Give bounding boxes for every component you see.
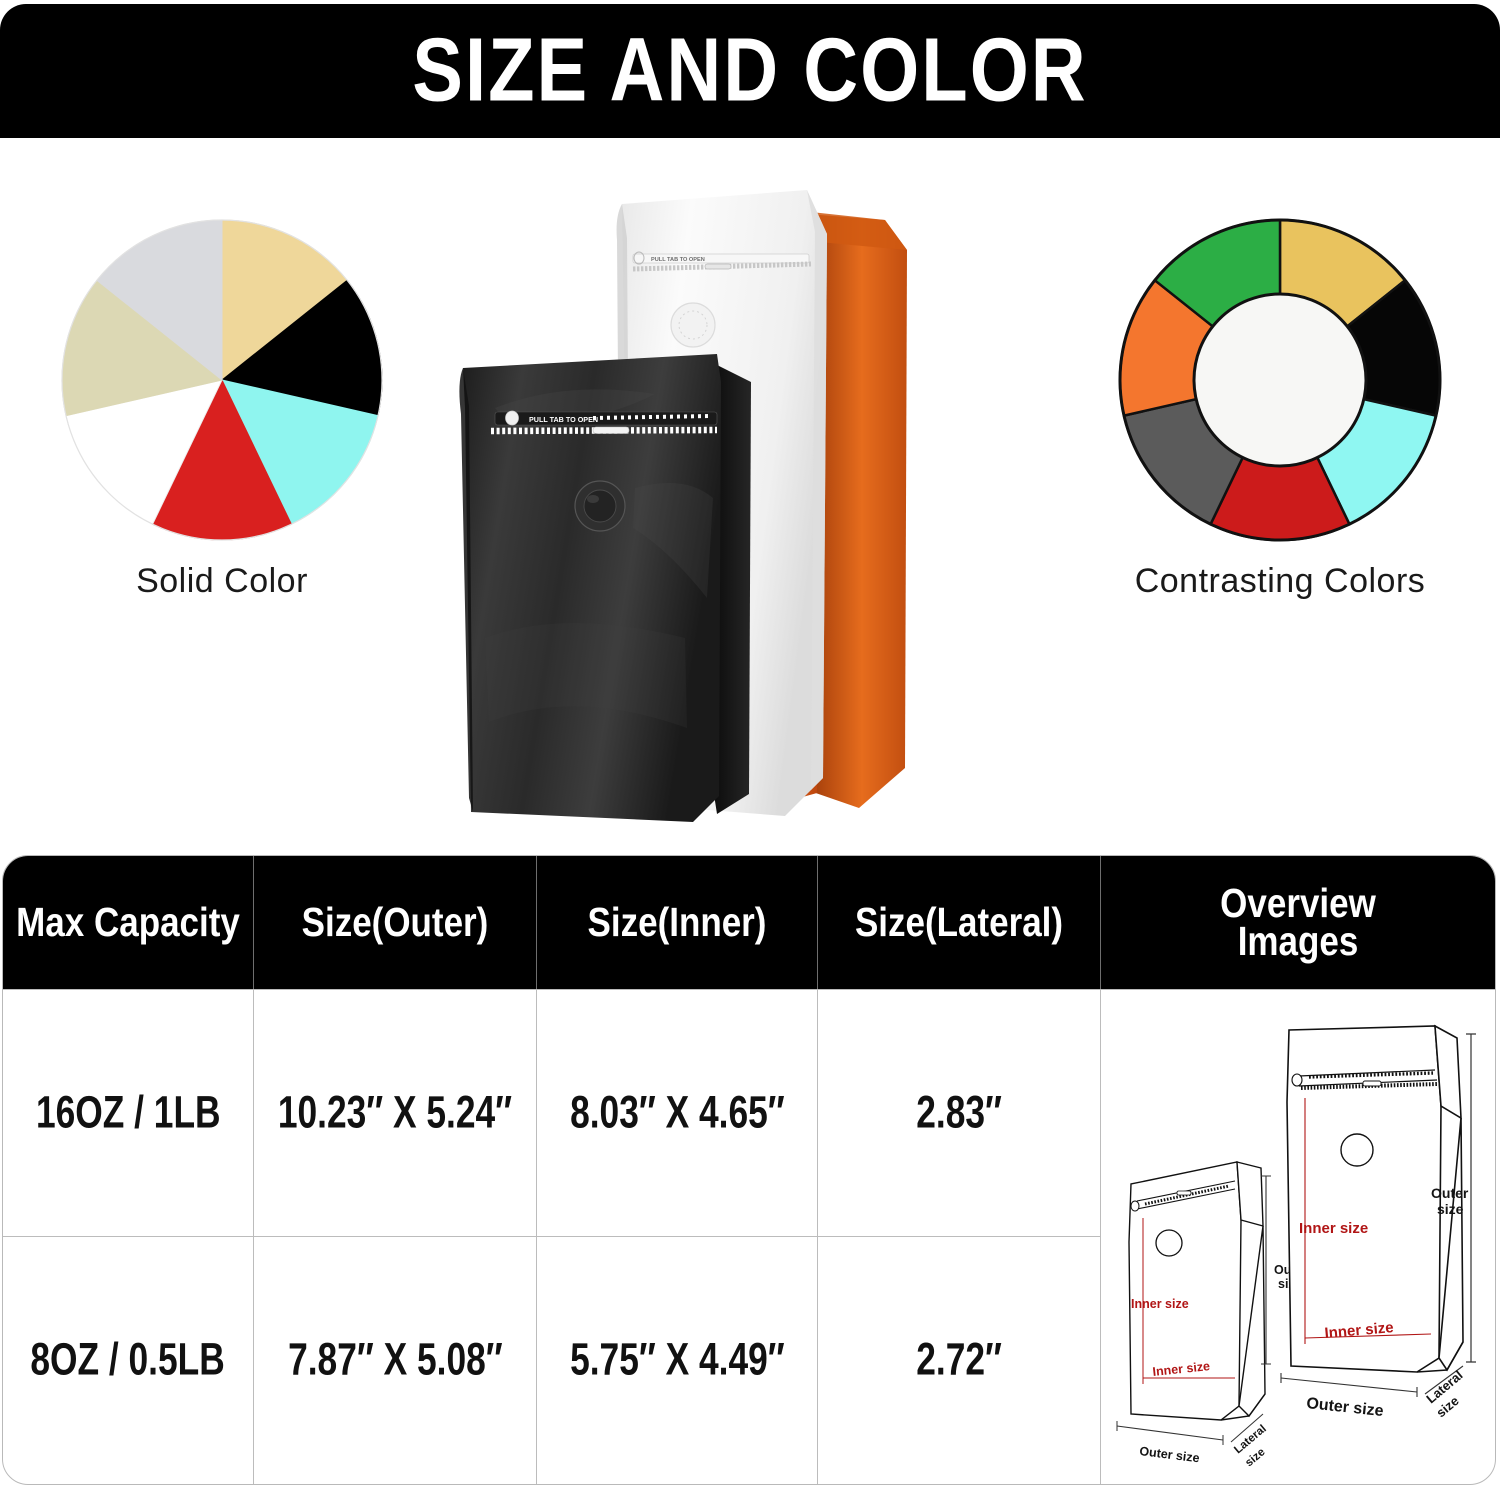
table-cell-size-lateral: 2.72″ (818, 1236, 1101, 1484)
spec-table: Max Capacity Size(Outer) Size(Inner) Siz… (2, 855, 1496, 1485)
table-cell-size-inner: 8.03″ X 4.65″ (537, 989, 818, 1236)
page-title: SIZE AND COLOR (412, 20, 1088, 121)
table-header-max-capacity: Max Capacity (3, 856, 254, 989)
pie-chart-icon (61, 219, 383, 541)
black-bag-tab-label: PULL TAB TO OPEN (529, 415, 598, 424)
donut-chart-icon (1118, 218, 1442, 542)
table-cell-size-inner: 5.75″ X 4.49″ (537, 1236, 818, 1484)
table-header-size-inner: Size(Inner) (537, 856, 818, 989)
large-bag-inner-size-horizontal-label: Inner size (1324, 1319, 1394, 1342)
contrasting-colors-block: Contrasting Colors (1080, 200, 1480, 601)
overview-images-cell: Inner size Inner size Outer size Outer s… (1101, 989, 1495, 1484)
large-bag-outer-size-vertical-label-line2: size (1437, 1201, 1464, 1217)
table-row: 16OZ / 1LB (3, 989, 254, 1236)
large-bag-inner-size-vertical-label: Inner size (1299, 1220, 1368, 1237)
large-bag-diagram (1280, 1024, 1476, 1397)
table-header-size-outer: Size(Outer) (254, 856, 537, 989)
small-bag-inner-size-vertical-label: Inner size (1131, 1297, 1189, 1311)
table-header-overview-images: Overview Images (1101, 856, 1495, 989)
small-bag-diagram (1116, 1161, 1271, 1445)
solid-color-caption: Solid Color (136, 562, 308, 600)
coffee-bag-trio-photo: PULL TAB TO OPEN PULL TAB TO OPEN (459, 190, 907, 822)
table-cell-size-lateral: 2.83″ (818, 989, 1101, 1236)
white-bag-tab-label: PULL TAB TO OPEN (651, 257, 705, 263)
table-cell-size-outer: 7.87″ X 5.08″ (254, 1236, 537, 1484)
solid-color-block: Solid Color (22, 200, 422, 601)
showcase-section: Solid Color Contrasting Colors (0, 138, 1500, 850)
contrasting-colors-caption: Contrasting Colors (1134, 562, 1426, 600)
title-banner: SIZE AND COLOR (0, 4, 1500, 138)
large-bag-outer-size-vertical-label-line1: Outer (1431, 1185, 1469, 1201)
small-bag-inner-size-horizontal-label: Inner size (1152, 1359, 1211, 1379)
black-bag: PULL TAB TO OPEN (459, 354, 751, 822)
bag-dimension-diagram: Inner size Inner size Outer size Outer s… (1116, 1024, 1476, 1469)
table-cell-size-outer: 10.23″ X 5.24″ (254, 989, 537, 1236)
large-bag-outer-size-horizontal-label: Outer size (1306, 1395, 1385, 1420)
table-header-size-lateral: Size(Lateral) (818, 856, 1101, 989)
small-bag-outer-size-horizontal-label: Outer size (1139, 1444, 1201, 1465)
table-row: 8OZ / 0.5LB (3, 1236, 254, 1484)
